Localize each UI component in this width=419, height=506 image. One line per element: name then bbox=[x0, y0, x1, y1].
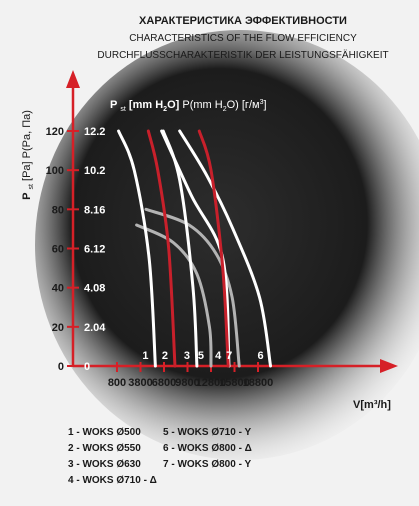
y2-label-unit: [mm H bbox=[129, 99, 163, 111]
y2-tick-label: 8.16 bbox=[84, 204, 105, 216]
legend-item: 1 - WOKS Ø500 bbox=[68, 427, 141, 438]
legend: 1 - WOKS Ø500 2 - WOKS Ø550 3 - WOKS Ø630 4… bbox=[68, 427, 252, 486]
title-ru: ХАРАКТЕРИСТИКА ЭФФЕКТИВНОСТИ bbox=[139, 15, 347, 27]
x-axis-arrow bbox=[380, 359, 398, 373]
y-axis-label-p: P bbox=[21, 193, 33, 200]
curve-label-group: 1 2 3 45 6 7 bbox=[142, 350, 263, 362]
y-tick-label: 40 bbox=[52, 283, 64, 295]
series-end-label: 2 bbox=[162, 350, 168, 362]
y2-tick-label: 12.2 bbox=[84, 126, 105, 138]
y2-label-sub3: 2 bbox=[223, 106, 227, 113]
y2-label-alt-close: O) [г/м bbox=[227, 99, 260, 111]
x-tick-label: 15800 bbox=[219, 377, 250, 389]
legend-item: 7 - WOKS Ø800 - Y bbox=[163, 459, 252, 470]
series-line bbox=[160, 129, 231, 368]
y2-tick-label: 6.12 bbox=[84, 244, 105, 256]
y-tick-label: 20 bbox=[52, 322, 64, 334]
y-axis-arrow bbox=[66, 70, 80, 88]
y2-label-alt-open: P(mm H bbox=[182, 99, 222, 111]
series-end-label: 7 bbox=[226, 350, 232, 362]
y2-axis-label: P st [mm H2O] P(mm H2O) [г/м3] bbox=[110, 99, 267, 114]
y-axis-label-rest: [Pa] P(Pa, Па) bbox=[21, 110, 33, 181]
curve-group bbox=[117, 129, 273, 368]
y-axis-label-sub: st bbox=[28, 184, 35, 190]
series-line bbox=[135, 223, 213, 368]
x-axis-label: V[m³/h] bbox=[353, 399, 391, 411]
y-tick-label: 0 bbox=[58, 361, 64, 373]
y-tick-label: 120 bbox=[46, 126, 64, 138]
legend-item: 3 - WOKS Ø630 bbox=[68, 459, 141, 470]
y2-tick-label: 0 bbox=[84, 361, 90, 373]
y-tick-label: 60 bbox=[52, 244, 64, 256]
legend-item: 4 - WOKS Ø710 - Δ bbox=[68, 475, 157, 486]
y2-label-p: P bbox=[110, 99, 117, 111]
y2-label-alt-end: ] bbox=[263, 99, 266, 111]
series-end-label: 1 bbox=[142, 350, 148, 362]
series-line bbox=[117, 129, 157, 368]
y2-label-sub: st bbox=[120, 106, 126, 113]
series-line bbox=[178, 129, 273, 368]
legend-item: 5 - WOKS Ø710 - Y bbox=[163, 427, 252, 438]
x-tick-label: 9800 bbox=[175, 377, 199, 389]
x-tick-label: 3800 bbox=[128, 377, 152, 389]
x-tick-label: 12800 bbox=[196, 377, 227, 389]
chart-background bbox=[35, 30, 419, 460]
y2-label-close: O] bbox=[167, 99, 180, 111]
y-tick-label: 80 bbox=[52, 204, 64, 216]
series-end-label: 6 bbox=[257, 350, 263, 362]
y-axis-label: P st [Pa] P(Pa, Па) bbox=[21, 110, 36, 200]
x-tick-label: 6800 bbox=[152, 377, 176, 389]
series-end-label: 3 bbox=[184, 350, 190, 362]
y-tick-label: 100 bbox=[46, 165, 64, 177]
series-end-label: 5 bbox=[198, 350, 204, 362]
x-tick-label: 18800 bbox=[243, 377, 274, 389]
y2-tick-label: 2.04 bbox=[84, 322, 106, 334]
series-end-label: 4 bbox=[215, 350, 222, 362]
tick-group: 0 0 20 2.04 40 4.08 60 6.12 80 8.16 100 10.2 120 12.2… bbox=[46, 126, 274, 389]
y2-label-sub2: 2 bbox=[163, 106, 167, 113]
y2-tick-label: 10.2 bbox=[84, 165, 105, 177]
series-line bbox=[197, 129, 230, 368]
x-tick-label: 800 bbox=[108, 377, 126, 389]
title-en: CHARACTERISTICS OF THE FLOW EFFICIENCY bbox=[129, 33, 357, 44]
y2-tick-label: 4.08 bbox=[84, 283, 105, 295]
y2-label-sup: 3 bbox=[260, 99, 264, 106]
title-de: DURCHFLUSSCHARAKTERISTIK DER LEISTUNGSFÄ… bbox=[97, 49, 388, 61]
legend-item: 6 - WOKS Ø800 - Δ bbox=[163, 443, 252, 454]
legend-item: 2 - WOKS Ø550 bbox=[68, 443, 141, 454]
series-line bbox=[146, 129, 177, 368]
series-line bbox=[144, 207, 241, 368]
